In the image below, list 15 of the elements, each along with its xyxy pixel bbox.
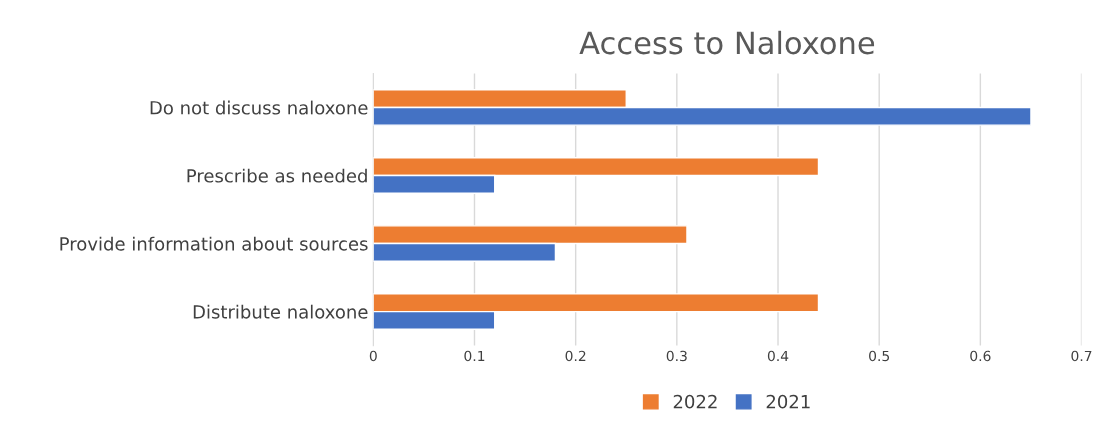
x-tick-label: 0.3 [666, 350, 687, 362]
chart-title: Access to Naloxone [579, 30, 875, 55]
y-tick-label: Provide information about sources [60, 236, 368, 251]
x-tick-label: 0 [369, 350, 377, 362]
x-tick-label: 0.1 [464, 350, 485, 362]
y-tick-label: Prescribe as needed [187, 168, 367, 183]
legend-label: 2022 [673, 394, 717, 409]
y-tick-label: Do not discuss naloxone [150, 100, 368, 115]
x-tick-label: 0.7 [1071, 350, 1092, 362]
legend-label: 2021 [766, 394, 810, 409]
x-tick-label: 0.2 [565, 350, 586, 362]
x-tick-label: 0.6 [970, 350, 991, 362]
y-tick-label: Distribute naloxone [193, 304, 368, 319]
x-tick-label: 0.5 [869, 350, 890, 362]
x-tick-label: 0.4 [767, 350, 789, 362]
